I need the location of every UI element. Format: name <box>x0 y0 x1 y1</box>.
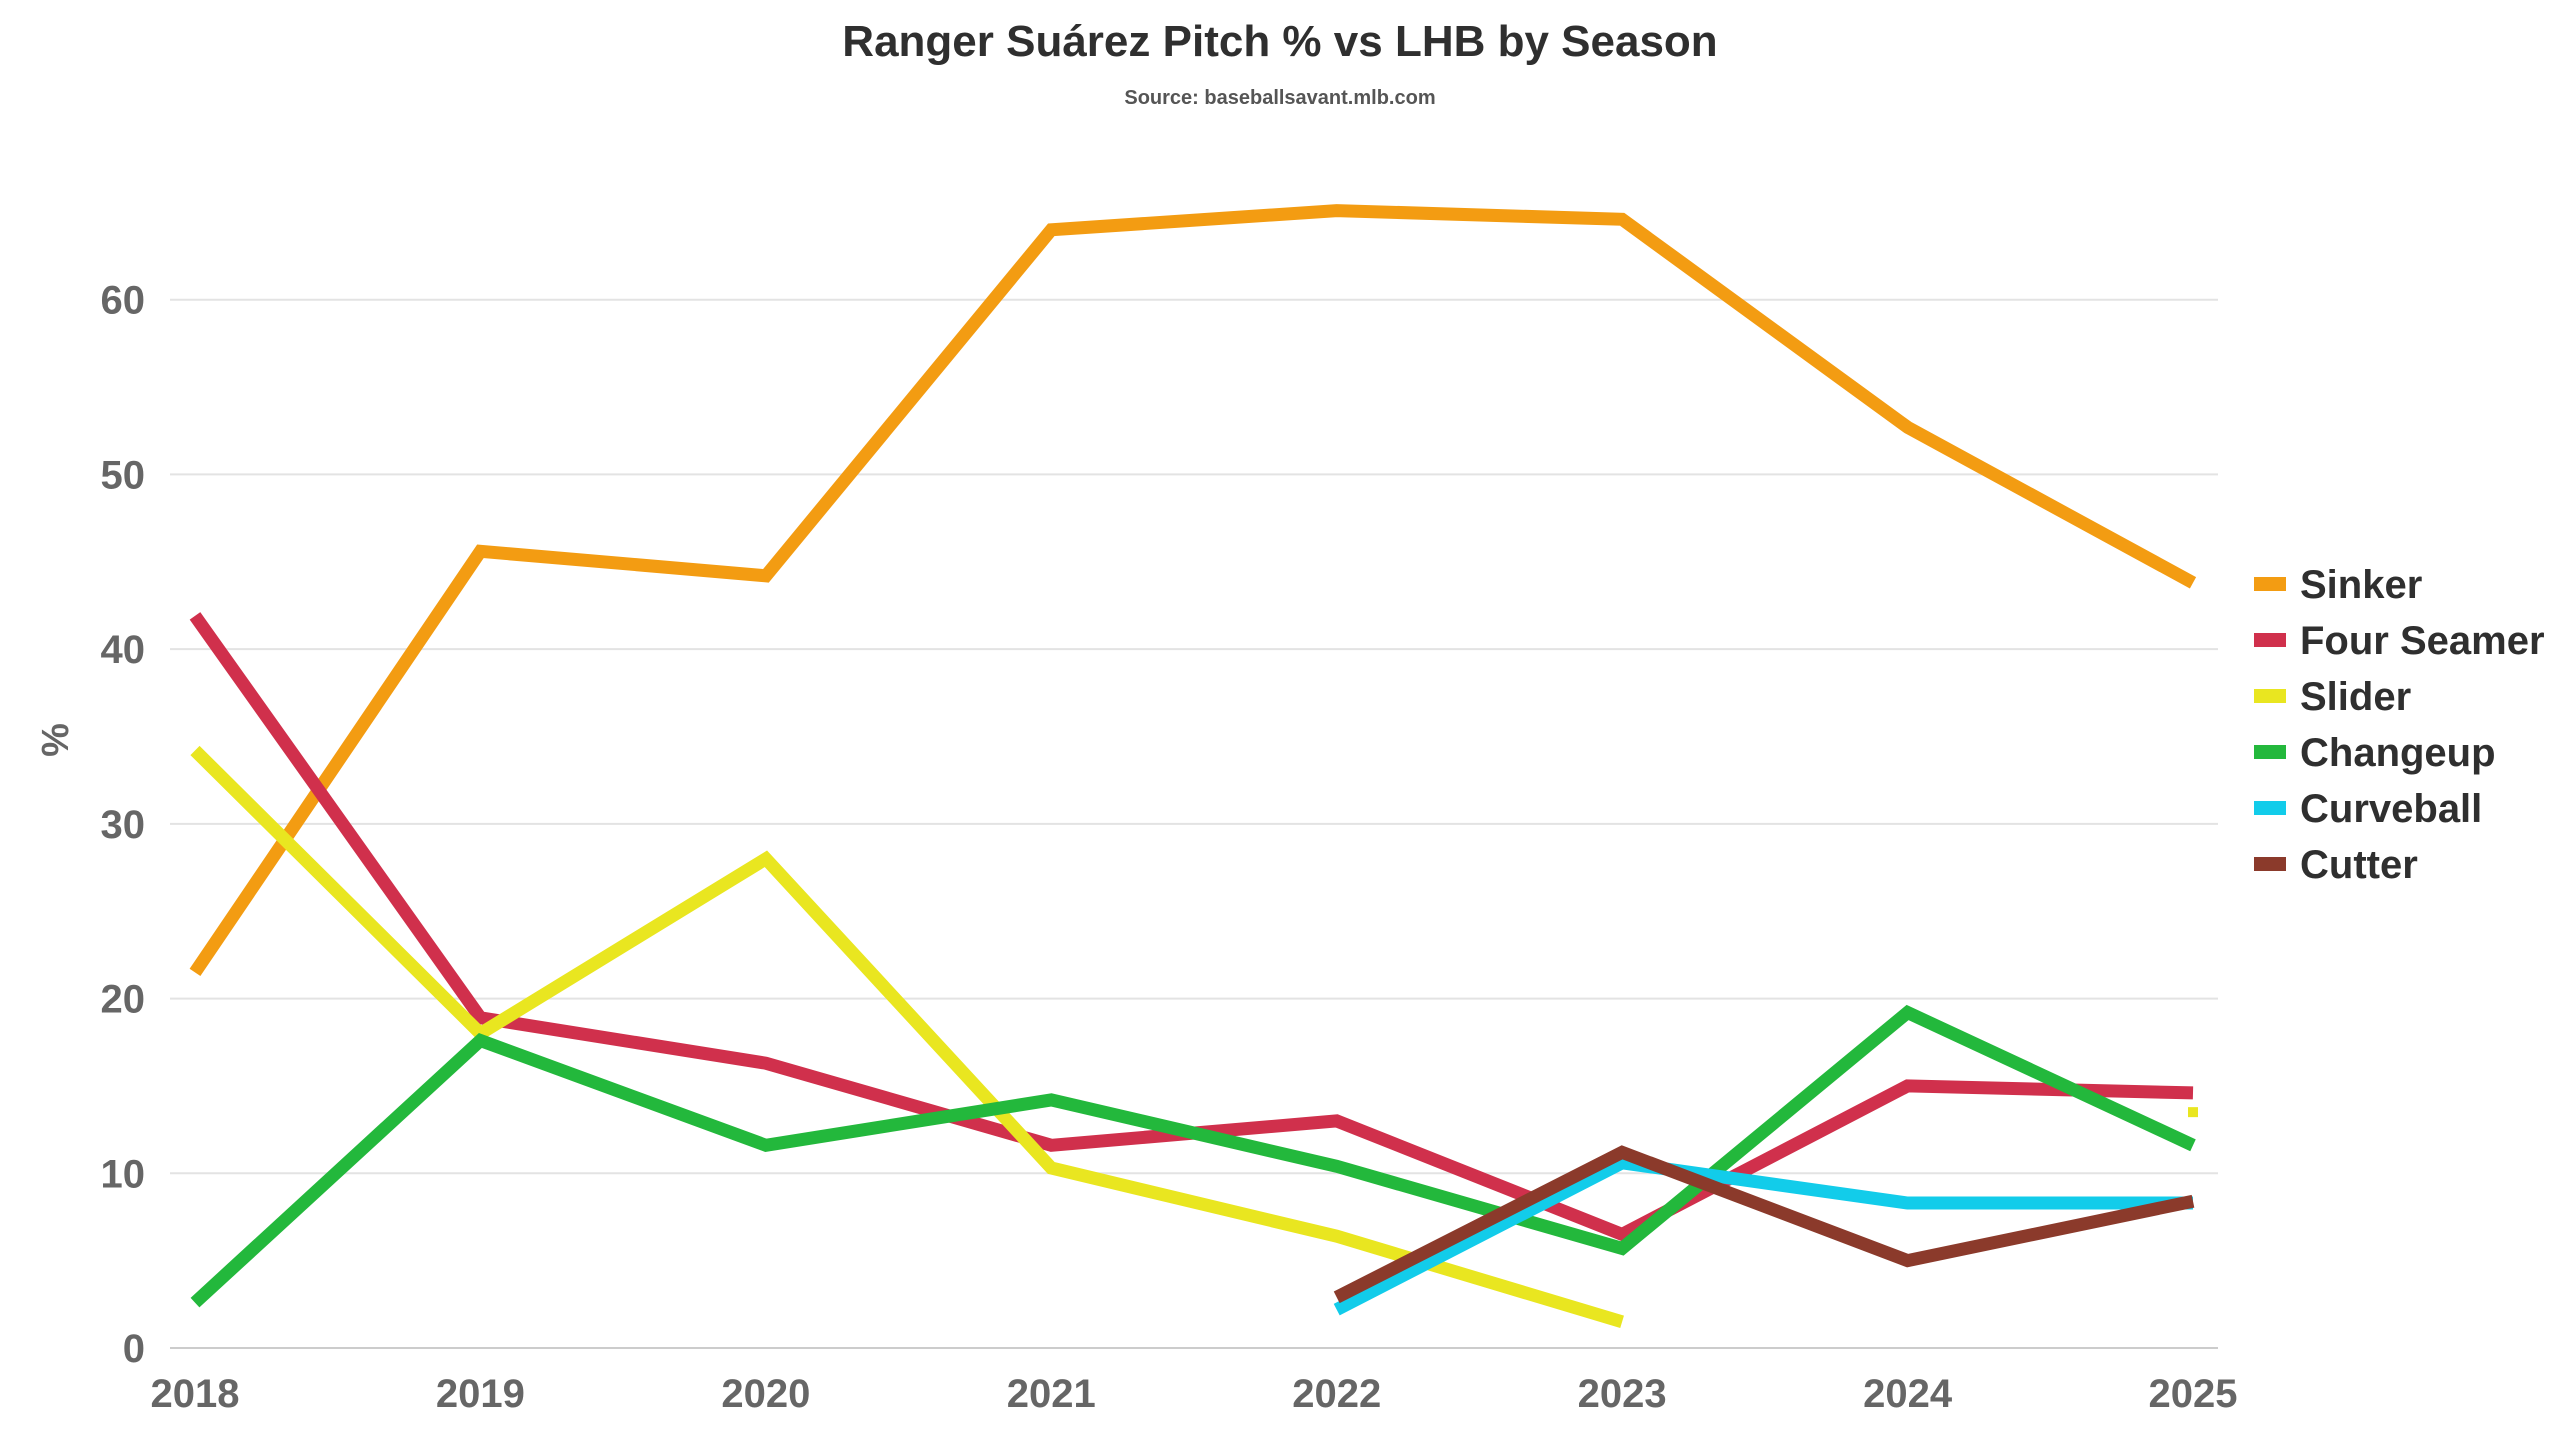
y-tick-label: 60 <box>101 279 146 323</box>
legend-label: Cutter <box>2300 843 2418 887</box>
y-tick-label: 20 <box>101 978 146 1022</box>
x-tick-label: 2019 <box>436 1372 525 1416</box>
x-tick-label: 2023 <box>1578 1372 1667 1416</box>
x-tick-label: 2021 <box>1007 1372 1096 1416</box>
series-line-sinker <box>189 204 2197 977</box>
y-axis-tick-labels: 0 10 20 30 40 50 60 <box>101 279 146 1371</box>
legend-item-slider: Slider <box>2254 675 2411 719</box>
legend-item-sinker: Sinker <box>2254 563 2422 607</box>
grid <box>170 298 2218 1349</box>
y-tick-label: 50 <box>101 453 146 497</box>
legend-swatch <box>2254 633 2286 647</box>
y-tick-label: 30 <box>101 803 146 847</box>
legend: Sinker Four Seamer Slider Changeup Curveball… <box>2254 563 2545 887</box>
y-tick-label: 0 <box>123 1327 145 1371</box>
y-tick-label: 40 <box>101 628 146 672</box>
y-tick-label: 10 <box>101 1152 146 1196</box>
legend-swatch <box>2254 577 2286 591</box>
x-tick-label: 2024 <box>1863 1372 1953 1416</box>
legend-item-four-seamer: Four Seamer <box>2254 619 2545 663</box>
legend-label: Changeup <box>2300 731 2496 775</box>
series-lines <box>189 204 2198 1329</box>
legend-item-changeup: Changeup <box>2254 731 2496 775</box>
legend-swatch <box>2254 857 2286 871</box>
series-line-cutter <box>1333 1145 2195 1304</box>
legend-label: Curveball <box>2300 787 2482 831</box>
legend-swatch <box>2254 689 2286 703</box>
series-line-slider <box>190 745 1624 1329</box>
legend-label: Slider <box>2300 675 2411 719</box>
series-changeup <box>190 1004 2196 1308</box>
series-sinker <box>189 204 2197 977</box>
y-axis-title: % <box>35 723 77 757</box>
legend-item-cutter: Cutter <box>2254 843 2418 887</box>
x-tick-label: 2025 <box>2149 1372 2238 1416</box>
chart-title: Ranger Suárez Pitch % vs LHB by Season <box>842 17 1717 66</box>
series-cutter <box>1333 1145 2195 1304</box>
series-slider <box>190 745 2198 1329</box>
series-curveball <box>1333 1156 2193 1316</box>
legend-label: Sinker <box>2300 563 2422 607</box>
series-line-curveball <box>1333 1156 2193 1316</box>
x-tick-label: 2020 <box>721 1372 810 1416</box>
x-axis-tick-labels: 2018 2019 2020 2021 2022 2023 2024 2025 <box>151 1372 2238 1416</box>
legend-item-curveball: Curveball <box>2254 787 2482 831</box>
x-tick-label: 2022 <box>1292 1372 1381 1416</box>
x-tick-label: 2018 <box>151 1372 240 1416</box>
legend-label: Four Seamer <box>2300 619 2545 663</box>
legend-swatch <box>2254 745 2286 759</box>
chart-subtitle: Source: baseballsavant.mlb.com <box>1124 87 1435 109</box>
series-line-changeup <box>190 1004 2196 1308</box>
legend-swatch <box>2254 801 2286 815</box>
